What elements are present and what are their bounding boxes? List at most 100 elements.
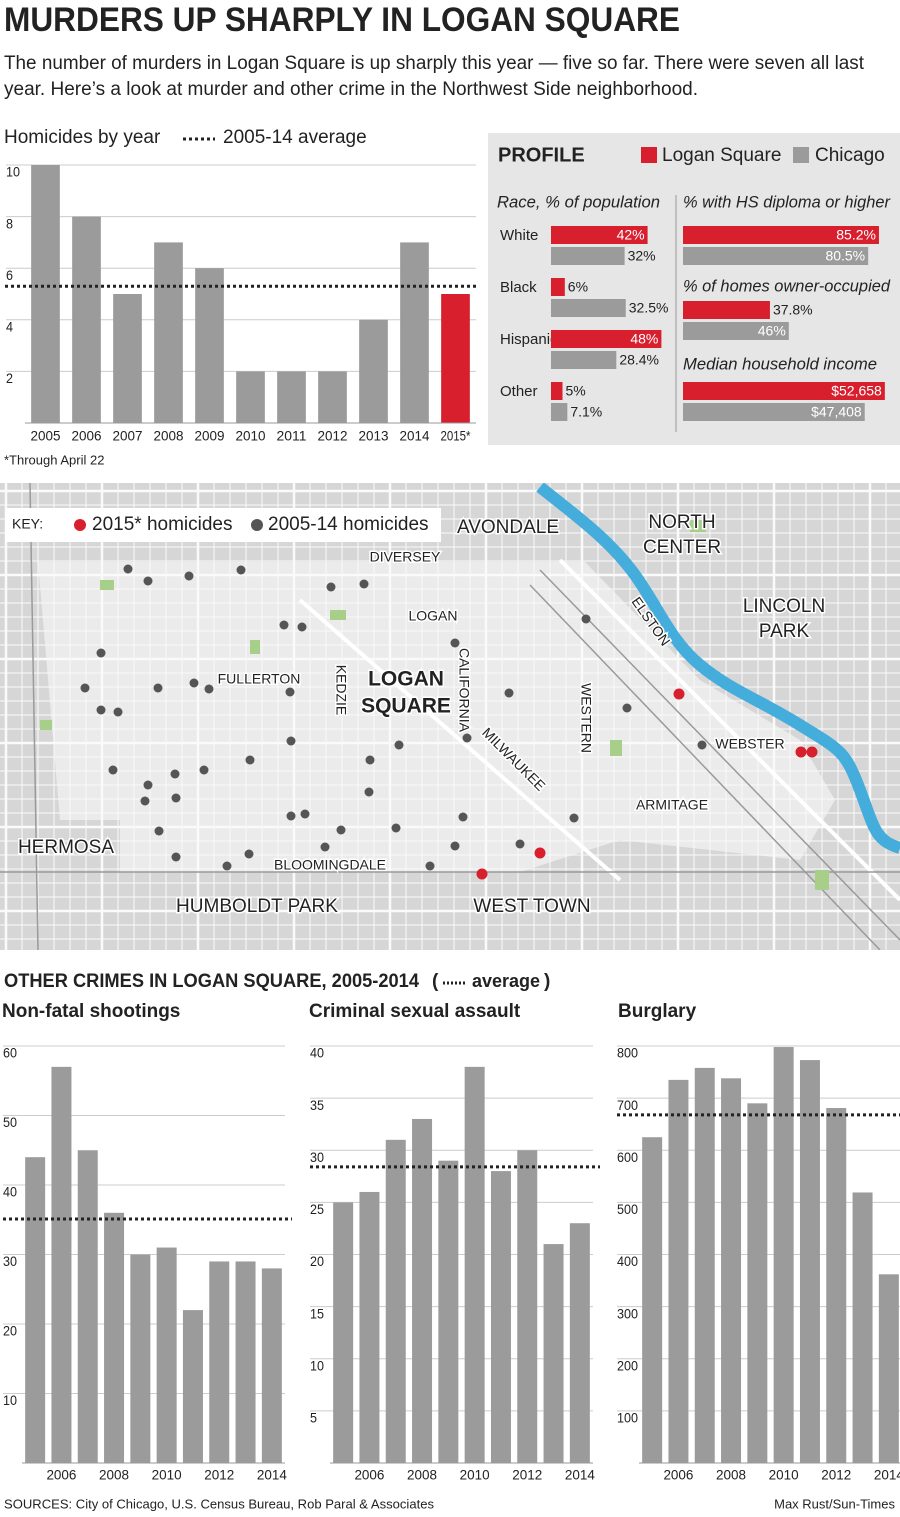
- bar: [569, 1223, 590, 1463]
- x-tick-label: 2010: [236, 428, 266, 444]
- map-label: CALIFORNIA: [456, 648, 472, 733]
- map-label: AVONDALE: [457, 517, 559, 538]
- chart-title: Homicides by year: [4, 127, 161, 148]
- x-tick-label: 2014: [400, 428, 430, 444]
- bar: [261, 1268, 282, 1463]
- bar: [438, 1160, 459, 1463]
- y-tick-label: 25: [310, 1201, 324, 1217]
- park: [815, 870, 829, 890]
- map-label: HERMOSA: [18, 837, 114, 858]
- bar: [747, 1103, 768, 1463]
- homicide-dot: [244, 849, 254, 859]
- bar: [668, 1079, 689, 1463]
- y-tick-label: 10: [6, 164, 20, 180]
- x-tick-label: 2014: [257, 1467, 287, 1483]
- y-tick-label: 700: [617, 1097, 638, 1113]
- map: KEY: 2015* homicides 2005-14 homicides AVON…: [0, 483, 900, 950]
- homicide-dot: [80, 683, 90, 693]
- value-label: 32.5%: [629, 300, 669, 316]
- bar: [104, 1212, 125, 1463]
- value-label: 5%: [566, 383, 586, 399]
- bar: [130, 1254, 151, 1463]
- x-tick-label: 2012: [512, 1467, 542, 1483]
- bar: [490, 1171, 511, 1463]
- bar: [182, 1310, 203, 1463]
- homicide-dot: [245, 755, 255, 765]
- bar: [77, 1150, 98, 1463]
- y-tick-label: 300: [617, 1305, 638, 1321]
- value-label: 85.2%: [836, 227, 876, 243]
- chart-title: Criminal sexual assault: [309, 1001, 521, 1022]
- homicide-dot: [300, 809, 310, 819]
- bar: [195, 268, 224, 423]
- map-label: SQUARE: [361, 695, 451, 718]
- key-gray-dot: [251, 519, 263, 531]
- profile-bar: [551, 351, 617, 369]
- bar: [412, 1118, 433, 1463]
- value-label: 46%: [758, 323, 786, 339]
- x-tick-label: 2010: [152, 1467, 182, 1483]
- legend-label: Chicago: [815, 145, 885, 166]
- homicide-dot: [462, 733, 472, 743]
- key-label: 2015* homicides: [92, 514, 232, 535]
- homicide-dot: [143, 576, 153, 586]
- homicide-dot: [140, 796, 150, 806]
- profile-bar: [551, 247, 625, 265]
- park: [330, 610, 346, 620]
- x-tick-label: 2008: [154, 428, 184, 444]
- map-label: PARK: [759, 621, 810, 642]
- x-tick-label: 2014: [874, 1467, 900, 1483]
- map-label: FULLERTON: [218, 671, 301, 687]
- value-label: 7.1%: [570, 404, 602, 420]
- chart-title: Non-fatal shootings: [2, 1001, 180, 1022]
- homicide-dot: [425, 861, 435, 871]
- homicide-2015-dot: [476, 868, 488, 880]
- value-label: 48%: [630, 331, 658, 347]
- homicide-dot: [113, 707, 123, 717]
- bar: [333, 1202, 354, 1463]
- homicide-dot: [458, 812, 468, 822]
- value-label: 6%: [568, 279, 588, 295]
- bar: [517, 1150, 538, 1463]
- elston-ave: [558, 558, 900, 902]
- sources: SOURCES: City of Chicago, U.S. Census Bu…: [4, 1496, 434, 1511]
- profile-bar: [683, 247, 869, 265]
- homicide-dot: [450, 841, 460, 851]
- panel-title: Median household income: [683, 354, 877, 373]
- homicide-dot: [286, 736, 296, 746]
- homicide-dot: [359, 579, 369, 589]
- park: [40, 720, 52, 730]
- y-tick-label: 800: [617, 1045, 638, 1061]
- homicide-dot: [336, 825, 346, 835]
- homicide-dot: [199, 765, 209, 775]
- y-tick-label: 30: [3, 1253, 17, 1269]
- x-tick-label: 2013: [359, 428, 389, 444]
- bar: [277, 371, 306, 423]
- y-tick-label: 50: [3, 1114, 17, 1130]
- legend-paren: ): [544, 971, 550, 992]
- legend-paren: (: [432, 971, 439, 992]
- bar: [721, 1078, 742, 1463]
- map-label: DIVERSEY: [370, 549, 441, 565]
- homicide-dot: [394, 740, 404, 750]
- category-label: Hispanic: [500, 331, 558, 348]
- profile-bar: [551, 278, 565, 296]
- bar: [209, 1261, 230, 1463]
- homicide-dot: [123, 564, 133, 574]
- railway: [539, 569, 900, 941]
- homicide-2015-dot: [673, 688, 685, 700]
- x-tick-label: 2015*: [441, 428, 471, 444]
- x-tick-label: 2012: [204, 1467, 234, 1483]
- homicide-2015-dot: [534, 847, 546, 859]
- homicide-dot: [326, 582, 336, 592]
- bar: [799, 1060, 820, 1463]
- panel-title: Race, % of population: [497, 192, 660, 211]
- bar: [773, 1047, 794, 1463]
- profile-bar: [683, 226, 879, 244]
- homicide-dot: [697, 740, 707, 750]
- bar: [826, 1108, 847, 1463]
- homicide-dot: [171, 793, 181, 803]
- legend-label: average: [472, 971, 540, 991]
- y-tick-label: 60: [3, 1045, 17, 1061]
- y-tick-label: 100: [617, 1410, 638, 1426]
